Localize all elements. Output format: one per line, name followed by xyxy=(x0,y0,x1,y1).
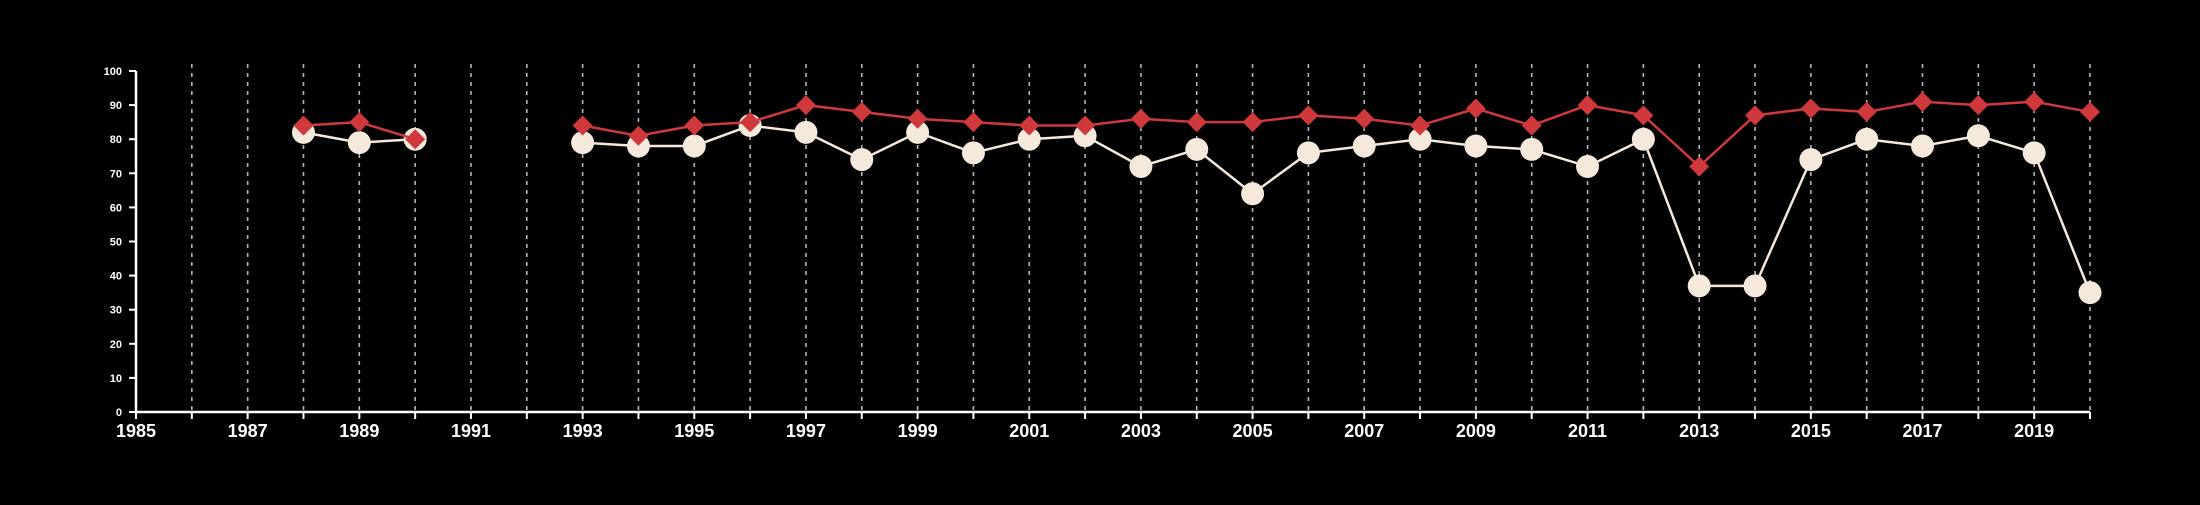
data-point xyxy=(907,108,928,129)
data-point xyxy=(1577,95,1598,116)
data-point xyxy=(1966,124,1990,148)
y-tick-label: 0 xyxy=(116,407,122,419)
series-line xyxy=(582,100,2091,168)
data-point xyxy=(851,101,872,122)
data-point xyxy=(293,115,314,136)
data-point xyxy=(1075,115,1096,136)
data-point xyxy=(961,141,985,165)
data-point xyxy=(2022,141,2046,165)
data-point xyxy=(626,134,650,158)
x-tick-label: 2009 xyxy=(1456,421,1496,441)
series-2 xyxy=(293,91,2100,177)
data-point xyxy=(349,112,370,133)
data-point xyxy=(1689,156,1710,177)
data-point xyxy=(1576,154,1600,178)
x-tick-label: 2017 xyxy=(1902,421,1942,441)
data-point xyxy=(1019,115,1040,136)
data-point xyxy=(850,148,874,172)
data-point xyxy=(794,120,818,144)
data-point xyxy=(1521,115,1542,136)
x-tick-label: 1991 xyxy=(451,421,491,441)
data-point xyxy=(1856,101,1877,122)
data-point xyxy=(740,112,761,133)
x-tick-label: 1987 xyxy=(228,421,268,441)
data-point xyxy=(2078,281,2102,305)
data-point xyxy=(684,115,705,136)
x-tick-label: 2013 xyxy=(1679,421,1719,441)
y-tick-label: 30 xyxy=(110,305,122,317)
data-point xyxy=(1241,182,1265,206)
x-tick-label: 1985 xyxy=(116,421,156,441)
x-tick-label: 1989 xyxy=(339,421,379,441)
data-point xyxy=(2080,101,2100,122)
y-tick-label: 10 xyxy=(110,373,122,385)
x-tick-label: 1999 xyxy=(898,421,938,441)
y-tick-label: 70 xyxy=(110,168,122,180)
data-point xyxy=(1800,98,1821,119)
data-point xyxy=(1129,154,1153,178)
data-point xyxy=(1799,148,1823,172)
data-point xyxy=(1354,108,1375,129)
x-tick-label: 1995 xyxy=(674,421,714,441)
data-point xyxy=(1520,137,1544,161)
data-point xyxy=(1855,127,1879,151)
y-tick-label: 40 xyxy=(110,271,122,283)
y-tick-label: 60 xyxy=(110,202,122,214)
data-point xyxy=(1130,108,1151,129)
data-point xyxy=(1017,127,1041,151)
data-point xyxy=(1912,91,1933,112)
data-point xyxy=(1687,274,1711,298)
data-point xyxy=(1968,95,1989,116)
data-point xyxy=(571,131,595,155)
x-tick-label: 2007 xyxy=(1344,421,1384,441)
series-layer xyxy=(291,91,2102,305)
y-tick-label: 80 xyxy=(110,134,122,146)
x-tick-label: 2001 xyxy=(1009,421,1049,441)
y-tick-label: 20 xyxy=(110,339,122,351)
data-point xyxy=(2024,91,2045,112)
data-point xyxy=(405,129,426,150)
data-point xyxy=(1633,105,1654,126)
data-point xyxy=(1352,134,1376,158)
data-point xyxy=(1296,141,1320,165)
data-point xyxy=(347,131,371,155)
x-tick-label: 1993 xyxy=(563,421,603,441)
x-tick-label: 2019 xyxy=(2014,421,2054,441)
data-point xyxy=(1185,137,1209,161)
data-point xyxy=(572,115,593,136)
y-tick-label: 50 xyxy=(110,237,122,249)
data-point xyxy=(795,95,816,116)
y-tick-label: 100 xyxy=(104,66,122,78)
data-point xyxy=(1464,134,1488,158)
series-1 xyxy=(291,114,2102,305)
x-tick-label: 2005 xyxy=(1233,421,1273,441)
data-point xyxy=(1408,127,1432,151)
data-point xyxy=(1465,98,1486,119)
data-point xyxy=(1745,105,1766,126)
series-line xyxy=(582,124,2092,294)
data-point xyxy=(1242,112,1263,133)
x-tick-label: 2015 xyxy=(1791,421,1831,441)
data-point xyxy=(1743,274,1767,298)
data-point xyxy=(682,134,706,158)
data-point xyxy=(1186,112,1207,133)
data-point xyxy=(906,120,930,144)
data-point xyxy=(1298,105,1319,126)
data-point xyxy=(628,125,649,146)
axis-layer: 1985 1987 1989 1991 1993 1995 1997 1999 2001 2003… xyxy=(104,66,2091,441)
data-point xyxy=(1631,127,1655,151)
y-tick-label: 90 xyxy=(110,100,122,112)
data-point xyxy=(1410,115,1431,136)
data-point xyxy=(1073,124,1097,148)
x-tick-label: 2011 xyxy=(1568,421,1607,441)
x-tick-label: 1997 xyxy=(786,421,826,441)
x-tick-label: 2003 xyxy=(1121,421,1161,441)
data-point xyxy=(963,112,984,133)
data-point xyxy=(1911,134,1935,158)
